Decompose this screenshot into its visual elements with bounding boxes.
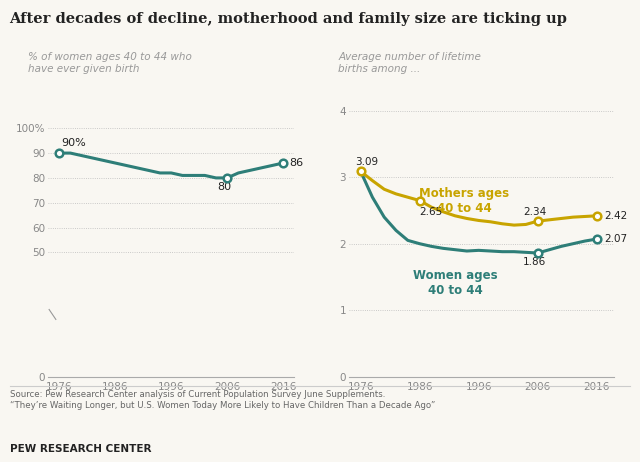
Text: Mothers ages
40 to 44: Mothers ages 40 to 44 [419,187,509,215]
Text: Women ages
40 to 44: Women ages 40 to 44 [413,269,497,297]
Text: 1.86: 1.86 [523,257,547,267]
Text: 2.34: 2.34 [523,207,547,217]
Text: 2.42: 2.42 [604,211,627,221]
Text: Source: Pew Research Center analysis of Current Population Survey June Supplemen: Source: Pew Research Center analysis of … [10,390,435,410]
Text: 90%: 90% [61,138,86,148]
Text: % of women ages 40 to 44 who
have ever given birth: % of women ages 40 to 44 who have ever g… [28,53,192,74]
Text: 80: 80 [218,182,232,192]
Text: PEW RESEARCH CENTER: PEW RESEARCH CENTER [10,444,151,454]
Text: 3.09: 3.09 [355,158,378,167]
Text: Average number of lifetime
births among ...: Average number of lifetime births among … [338,53,481,74]
Text: 2.07: 2.07 [604,234,627,244]
Text: After decades of decline, motherhood and family size are ticking up: After decades of decline, motherhood and… [10,12,568,25]
Text: 86: 86 [289,158,303,168]
Text: 2.65: 2.65 [420,207,443,217]
